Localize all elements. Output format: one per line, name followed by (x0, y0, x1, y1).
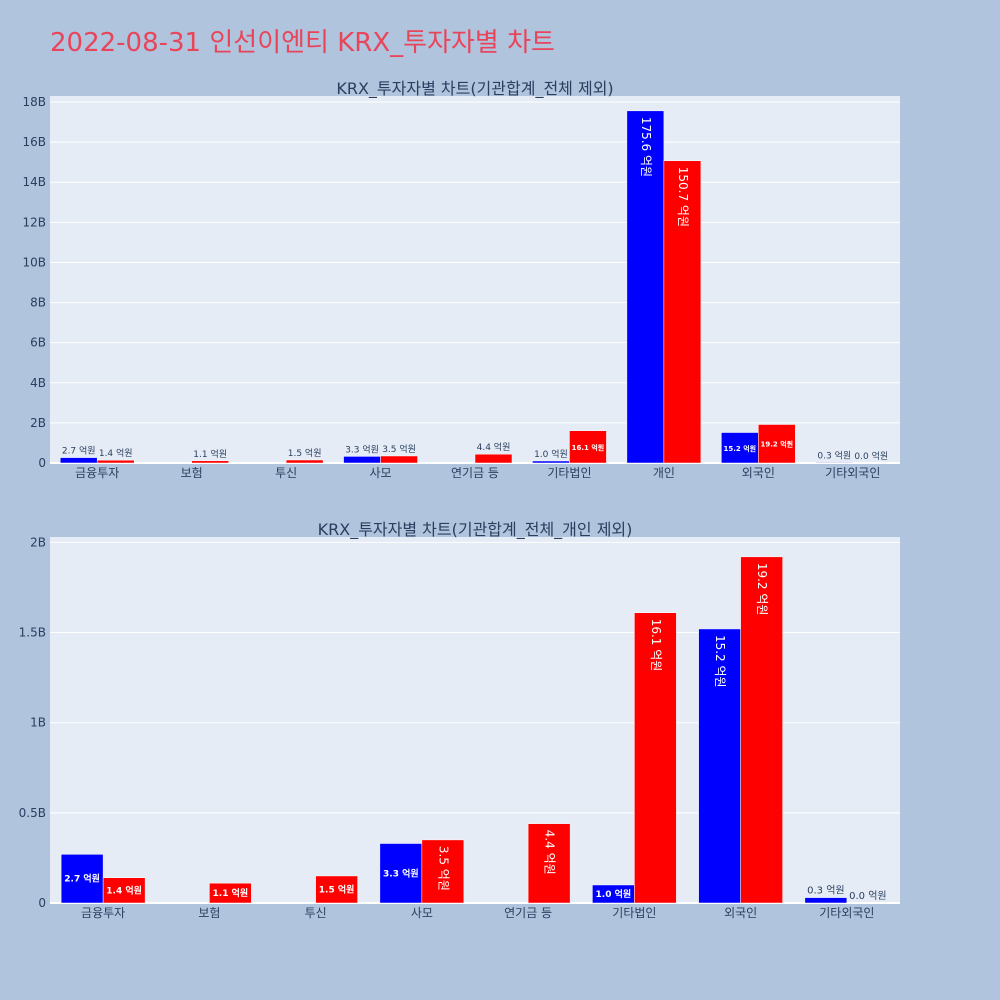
y-tick-label: 0 (38, 456, 46, 470)
x-tick-label: 금융투자 (75, 466, 119, 480)
bar-buy (626, 110, 665, 464)
bar-sell (191, 460, 229, 464)
plot-area (50, 96, 900, 463)
bar-value-label: 0.3 억원 (817, 449, 851, 461)
bar-sell (527, 823, 571, 904)
x-tick-label: 기타법인 (547, 466, 591, 480)
y-tick-label: 0 (38, 896, 46, 910)
chart-1: 0 2B 4B 6B 8B 10B 12B 14B 16B 18B KRX_투자자별 차트(기관합계… (22, 79, 900, 480)
bar-value-label: 1.5 억원 (288, 447, 322, 459)
bar-sell (285, 459, 324, 464)
y-tick-label: 0.5B (19, 806, 46, 820)
x-tick-label: 사모 (411, 906, 433, 920)
y-tick-label: 16B (22, 135, 46, 149)
bar-value-label: 0.3 억원 (807, 885, 844, 897)
bar-buy (379, 843, 423, 904)
bar-buy (532, 460, 570, 464)
bar-value-label: 3.3 억원 (345, 443, 379, 455)
chart-title: KRX_투자자별 차트(기관합계_전체_개인 제외) (318, 520, 633, 540)
y-tick-label: 14B (22, 175, 46, 189)
bar-value-label: 3.5 억원 (436, 846, 450, 891)
bar-sell (209, 882, 252, 904)
bar-buy (721, 432, 759, 464)
bar-buy (343, 456, 381, 464)
x-tick-label: 투신 (275, 466, 297, 480)
bar-sell (663, 160, 702, 464)
x-tick-label: 기타법인 (612, 906, 656, 920)
y-tick-label: 4B (30, 376, 46, 390)
bar-value-label: 15.2 억원 (713, 635, 727, 688)
bar-sell (474, 453, 513, 464)
x-tick-label: 외국인 (742, 466, 775, 480)
page-title: 2022-08-31 인선이엔티 KRX_투자자별 차트 (50, 28, 555, 58)
y-tick-label: 6B (30, 336, 46, 350)
bar-buy (804, 897, 848, 904)
x-tick-label: 투신 (305, 906, 327, 920)
x-tick-label: 연기금 등 (504, 906, 552, 920)
bar-sell (569, 430, 607, 464)
y-tick-label: 2B (30, 416, 46, 430)
y-tick-label: 18B (22, 95, 46, 109)
y-tick-label: 1B (30, 716, 46, 730)
bar-sell (102, 877, 146, 904)
bar-value-label: 1.0 억원 (596, 888, 632, 900)
x-tick-label: 개인 (653, 466, 675, 480)
bar-buy (59, 457, 98, 464)
y-tick-label: 8B (30, 296, 46, 310)
bar-sell (315, 875, 358, 904)
bar-value-label: 2.7 억원 (62, 445, 96, 457)
bar-value-label: 3.5 억원 (382, 443, 416, 455)
chart-2: 0 0.5B 1B 1.5B 2B KRX_투자자별 차트(기관합계_전체_개인 제외) 금… (19, 520, 900, 920)
bar-sell (634, 612, 677, 904)
y-tick-label: 12B (22, 215, 46, 229)
bar-sell (380, 455, 418, 464)
x-tick-label: 외국인 (724, 906, 757, 920)
bar-value-label: 15.2 억원 (724, 444, 757, 453)
bar-value-label: 16.1 억원 (572, 443, 605, 452)
x-tick-label: 기타외국인 (819, 906, 874, 920)
x-tick-label: 금융투자 (81, 906, 125, 920)
bar-value-label: 2.7 억원 (64, 873, 100, 885)
bar-value-label: 150.7 억원 (676, 167, 690, 227)
bar-sell (96, 459, 135, 464)
bar-value-label: 1.5 억원 (319, 883, 355, 895)
bar-sell (421, 839, 465, 904)
bar-value-label: 3.3 억원 (383, 867, 419, 879)
x-tick-label: 연기금 등 (451, 466, 499, 480)
bar-value-label: 0.0 억원 (849, 890, 886, 902)
chart-title: KRX_투자자별 차트(기관합계_전체 제외) (336, 79, 613, 99)
bar-sell (758, 424, 796, 464)
bar-buy (698, 628, 741, 904)
bar-buy (815, 462, 854, 464)
bar-value-label: 0.0 억원 (854, 450, 888, 462)
bar-value-label: 4.4 억원 (477, 441, 511, 453)
x-tick-label: 보험 (181, 466, 203, 480)
x-tick-label: 보험 (198, 906, 220, 920)
bar-value-label: 16.1 억원 (649, 619, 663, 672)
x-tick-label: 기타외국인 (825, 466, 880, 480)
bar-value-label: 19.2 억원 (755, 563, 769, 616)
y-tick-label: 1.5B (19, 626, 46, 640)
bar-value-label: 1.1 억원 (193, 448, 227, 460)
bar-value-label: 1.4 억원 (106, 884, 142, 896)
bar-value-label: 19.2 억원 (761, 440, 794, 449)
y-tick-label: 2B (30, 535, 46, 549)
bar-value-label: 1.1 억원 (213, 887, 249, 899)
y-tick-label: 10B (22, 255, 46, 269)
bar-value-label: 1.4 억원 (99, 447, 133, 459)
bar-value-label: 4.4 억원 (543, 830, 557, 875)
bar-value-label: 1.0 억원 (534, 448, 568, 460)
bar-value-label: 175.6 억원 (639, 117, 653, 177)
bar-buy (60, 854, 104, 904)
x-tick-label: 사모 (370, 466, 392, 480)
bar-sell (740, 556, 783, 904)
